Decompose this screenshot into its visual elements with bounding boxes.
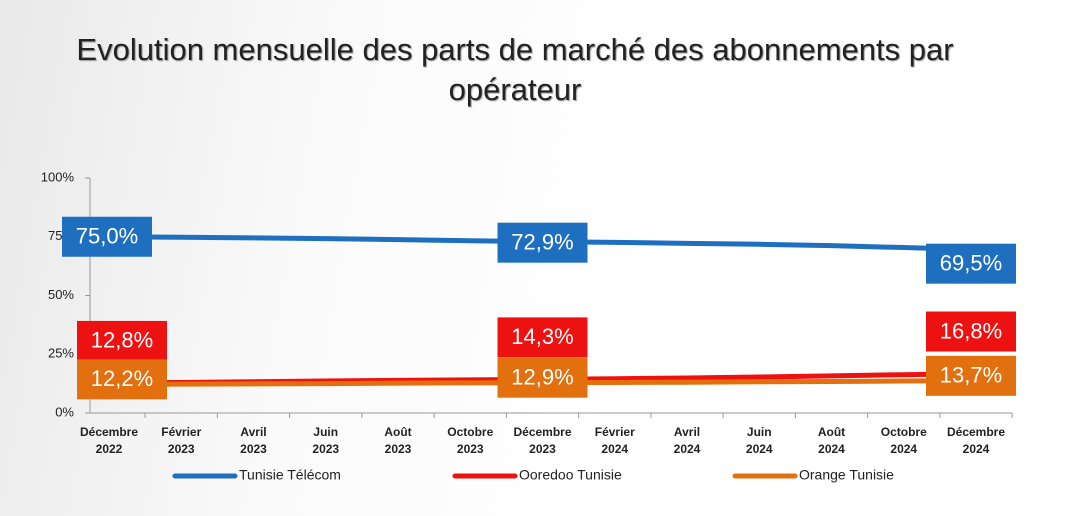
y-tick-label: 50% [48,287,74,302]
data-label: 14,3% [511,324,573,349]
chart-title: Evolution mensuelle des parts de marché … [76,32,954,107]
x-tick-label: 2024 [746,442,773,456]
x-tick-label: 2024 [818,442,845,456]
x-tick-label: Avril [240,425,266,439]
x-tick-label: Février [161,425,201,439]
x-tick-label: 2024 [674,442,701,456]
label-box [926,355,1016,396]
legend-label: Orange Tunisie [799,467,894,483]
x-tick-label: 2024 [601,442,628,456]
x-tick-label: Février [595,425,635,439]
x-tick-label: Décembre [947,425,1005,439]
label-box [926,311,1016,352]
y-tick-label: 25% [48,346,74,361]
data-label: 72,9% [511,229,573,254]
x-tick-label: Octobre [881,425,927,439]
x-tick-label: Juin [747,425,772,439]
label-box [497,222,588,263]
label-box [62,216,152,257]
x-tick-label: 2023 [240,442,267,456]
label-box [77,359,167,400]
data-label: 12,9% [511,364,573,389]
x-tick-label: 2024 [963,442,990,456]
data-label: 12,2% [91,366,153,391]
legend-label: Tunisie Télécom [239,467,341,483]
data-label: 69,5% [940,250,1002,275]
legend-label: Ooredoo Tunisie [519,467,622,483]
data-label: 13,7% [940,363,1002,388]
x-tick-label: Octobre [447,425,493,439]
y-tick-label: 0% [55,404,74,419]
label-box [497,317,588,358]
data-label: 75,0% [76,224,138,249]
label-box [926,243,1016,284]
x-tick-label: 2023 [312,442,339,456]
x-tick-label: 2023 [168,442,195,456]
x-tick-label: 2023 [457,442,484,456]
x-tick-label: Décembre [513,425,571,439]
x-tick-label: Décembre [80,425,138,439]
y-tick-label: 100% [41,169,75,184]
data-label: 12,8% [91,328,153,353]
x-tick-label: Août [384,425,411,439]
data-label: 16,8% [940,318,1002,343]
x-tick-label: 2022 [96,442,123,456]
x-tick-label: Août [818,425,845,439]
x-tick-label: Avril [674,425,700,439]
x-tick-label: 2023 [529,442,556,456]
label-box [77,320,167,361]
label-box [497,357,588,398]
x-tick-label: 2024 [890,442,917,456]
x-tick-label: 2023 [385,442,412,456]
x-tick-label: Juin [313,425,338,439]
